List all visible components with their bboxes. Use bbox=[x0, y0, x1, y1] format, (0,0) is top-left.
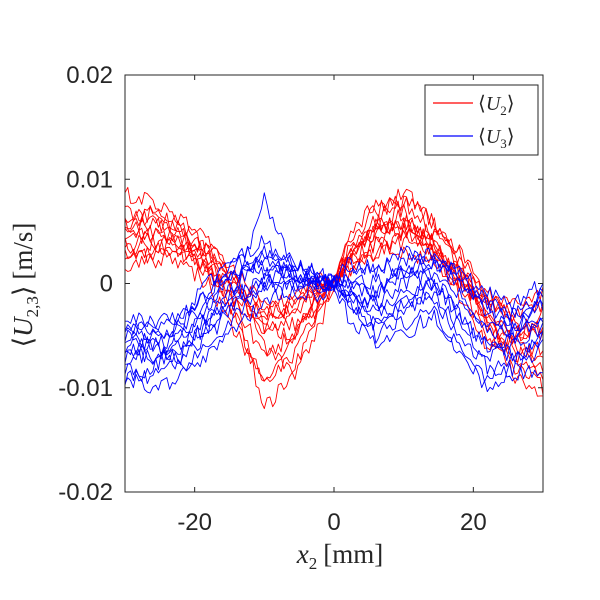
y-axis-label-close: ⟩ bbox=[8, 286, 38, 297]
tick-labels-layer: -20 0 20 -0.02 -0.01 0 0.01 0.02 bbox=[58, 62, 486, 536]
x-tick-label: -20 bbox=[177, 509, 212, 536]
u3-profile-line-5 bbox=[124, 264, 544, 364]
y-tick-label: -0.01 bbox=[58, 375, 113, 402]
x-axis-label-var: x bbox=[296, 539, 309, 569]
x-tick-label: 20 bbox=[460, 509, 487, 536]
y-axis-label-var: U bbox=[8, 316, 38, 337]
y-tick-label: 0.01 bbox=[66, 166, 113, 193]
legend-label-u2: ⟨U2⟩ bbox=[478, 93, 515, 118]
u3-profile-line-8 bbox=[124, 276, 544, 394]
legend-box bbox=[424, 84, 539, 156]
y-axis-label-open: ⟨ bbox=[8, 337, 38, 348]
x-tick-label: 0 bbox=[327, 509, 340, 536]
u2-profile-line-11 bbox=[124, 218, 544, 357]
u3-profile-line-9 bbox=[124, 192, 544, 351]
x-axis-label-unit: [mm] bbox=[323, 539, 383, 569]
x-axis-label-sub: 2 bbox=[309, 554, 318, 573]
y-tick-label: 0 bbox=[100, 271, 113, 298]
x-axis-label: x2 [mm] bbox=[296, 539, 383, 573]
u3-profile-line-7 bbox=[125, 245, 544, 345]
series-layer bbox=[124, 186, 544, 410]
u3-profile-line-11 bbox=[124, 249, 544, 339]
ticks-layer bbox=[125, 74, 543, 493]
y-tick-label: 0.02 bbox=[66, 62, 113, 89]
legend-label-u3: ⟨U3⟩ bbox=[478, 126, 515, 151]
legend: ⟨U2⟩ ⟨U3⟩ bbox=[424, 84, 539, 156]
y-axis-label: ⟨U2,3⟩ [m/s] bbox=[8, 223, 42, 348]
y-tick-label: -0.02 bbox=[58, 479, 113, 506]
y-axis-label-sub: 2,3 bbox=[23, 296, 42, 317]
y-axis-label-unit: [m/s] bbox=[8, 223, 38, 280]
u2-profile-line-4 bbox=[124, 214, 544, 344]
u3-profile-line-6 bbox=[124, 274, 544, 372]
